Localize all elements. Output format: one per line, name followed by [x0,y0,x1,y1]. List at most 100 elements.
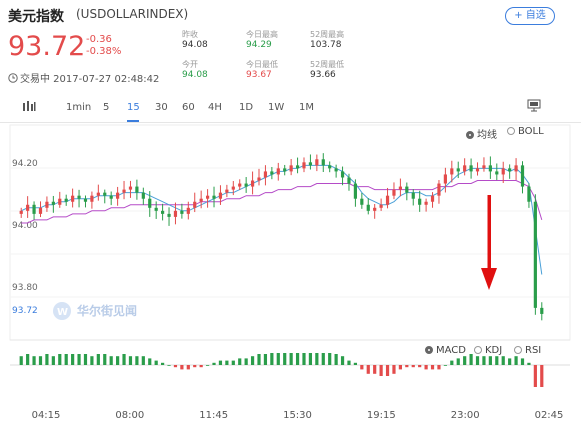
candle-body [231,186,235,190]
candle-body [141,192,145,199]
candle-body [71,195,75,202]
period-4h[interactable]: 4H [208,102,222,113]
macd-bar [508,358,512,365]
candles [19,153,544,321]
boll-toggle[interactable]: BOLL [507,126,544,137]
macd-radio-icon [425,346,433,354]
candle-body [373,207,377,211]
candle-body [135,186,139,193]
y-tick-label: 94.20 [12,159,38,169]
add-watchlist-button[interactable]: + 自选 [505,7,555,25]
candle-body [501,168,505,175]
x-tick-label: 11:45 [199,410,228,421]
x-tick-label: 19:15 [367,410,396,421]
chart-grid [9,124,571,341]
macd-bar [482,356,486,365]
macd-bar [495,356,499,365]
macd-bar [83,354,88,365]
candle-body [58,198,62,205]
period-1m[interactable]: 1M [299,102,314,113]
candle-body [90,195,94,202]
rsi-toggle[interactable]: RSI [514,345,541,356]
screenshot-icon[interactable] [527,99,541,112]
candle-body [109,195,113,199]
candle-body [103,192,107,196]
rsi-radio-icon [514,346,522,354]
candle-body [96,192,100,196]
macd-bar [424,365,428,370]
macd-bar [51,356,55,365]
candle-body [340,171,345,178]
macd-toggle[interactable]: MACD [425,345,466,356]
candle-body [527,186,531,202]
candle-body [218,192,223,199]
candle-body [283,168,287,172]
macd-bar [295,353,300,365]
candle-body [379,204,383,208]
candle-body [212,195,216,199]
macd-bar [411,365,415,368]
macd-bar [315,353,319,365]
last-price-label: 93.72 [12,306,38,316]
period-15[interactable]: 15 [127,102,140,113]
macd-bar [180,365,184,370]
change-value: -0.36 [86,34,112,45]
macd-bar [334,354,338,365]
candle-body [225,189,229,193]
candle-body [186,207,190,214]
candle-body [475,168,480,172]
candle-body [270,171,274,175]
macd-bar [398,365,402,370]
macd-bar [122,354,126,365]
macd-bar [205,365,210,366]
status-text: 交易中 2017-07-27 02:48:42 [20,74,160,85]
candle-body [450,168,454,175]
macd-bar [64,354,68,365]
macd-bar [32,356,36,365]
period-60[interactable]: 60 [182,102,195,113]
watermark-logo-icon [53,302,71,320]
price-change: -0.36 -0.38% [86,34,121,58]
candle-body [328,165,332,169]
candle-body [199,198,203,202]
macd-bar [469,354,473,365]
candle-body [488,165,492,172]
macd-bar [475,356,480,365]
macd-bar [392,365,396,374]
macd-bar [270,353,274,365]
period-1w[interactable]: 1W [268,102,285,113]
period-5[interactable]: 5 [103,102,110,113]
candle-body [405,186,409,193]
macd-bar [488,356,492,365]
macd-bar [218,360,223,365]
kdj-toggle[interactable]: KDJ [474,345,502,356]
period-1min[interactable]: 1min [66,102,92,113]
candle-body [173,210,178,217]
ma-toggle[interactable]: 均线 [466,126,497,141]
candle-body [295,165,300,169]
candlestick-icon[interactable] [22,100,36,112]
candle-body [347,177,351,184]
macd-bar [456,358,460,365]
candle-body [424,201,428,205]
candle-body [540,307,544,314]
macd-bar [308,353,313,365]
period-30[interactable]: 30 [155,102,168,113]
candle-body [238,183,242,187]
macd-bar [463,356,467,365]
macd-bar [276,353,280,365]
candle-body [154,207,158,211]
macd-bar [263,354,268,365]
trading-status: 交易中 2017-07-27 02:48:42 [8,70,159,85]
candle-body [263,171,268,178]
x-axis-labels: 04:15 08:00 11:45 15:30 19:15 23:00 02:45 [32,410,564,421]
macd-bar [167,365,171,366]
period-1d[interactable]: 1D [239,102,254,113]
candle-body [193,201,197,208]
y-axis-labels: 94.20 94.00 93.80 93.72 [12,159,38,316]
y-tick-label: 93.80 [12,283,38,293]
macd-bar [212,362,216,365]
candle-body [148,198,152,208]
macd-bar [186,365,190,370]
